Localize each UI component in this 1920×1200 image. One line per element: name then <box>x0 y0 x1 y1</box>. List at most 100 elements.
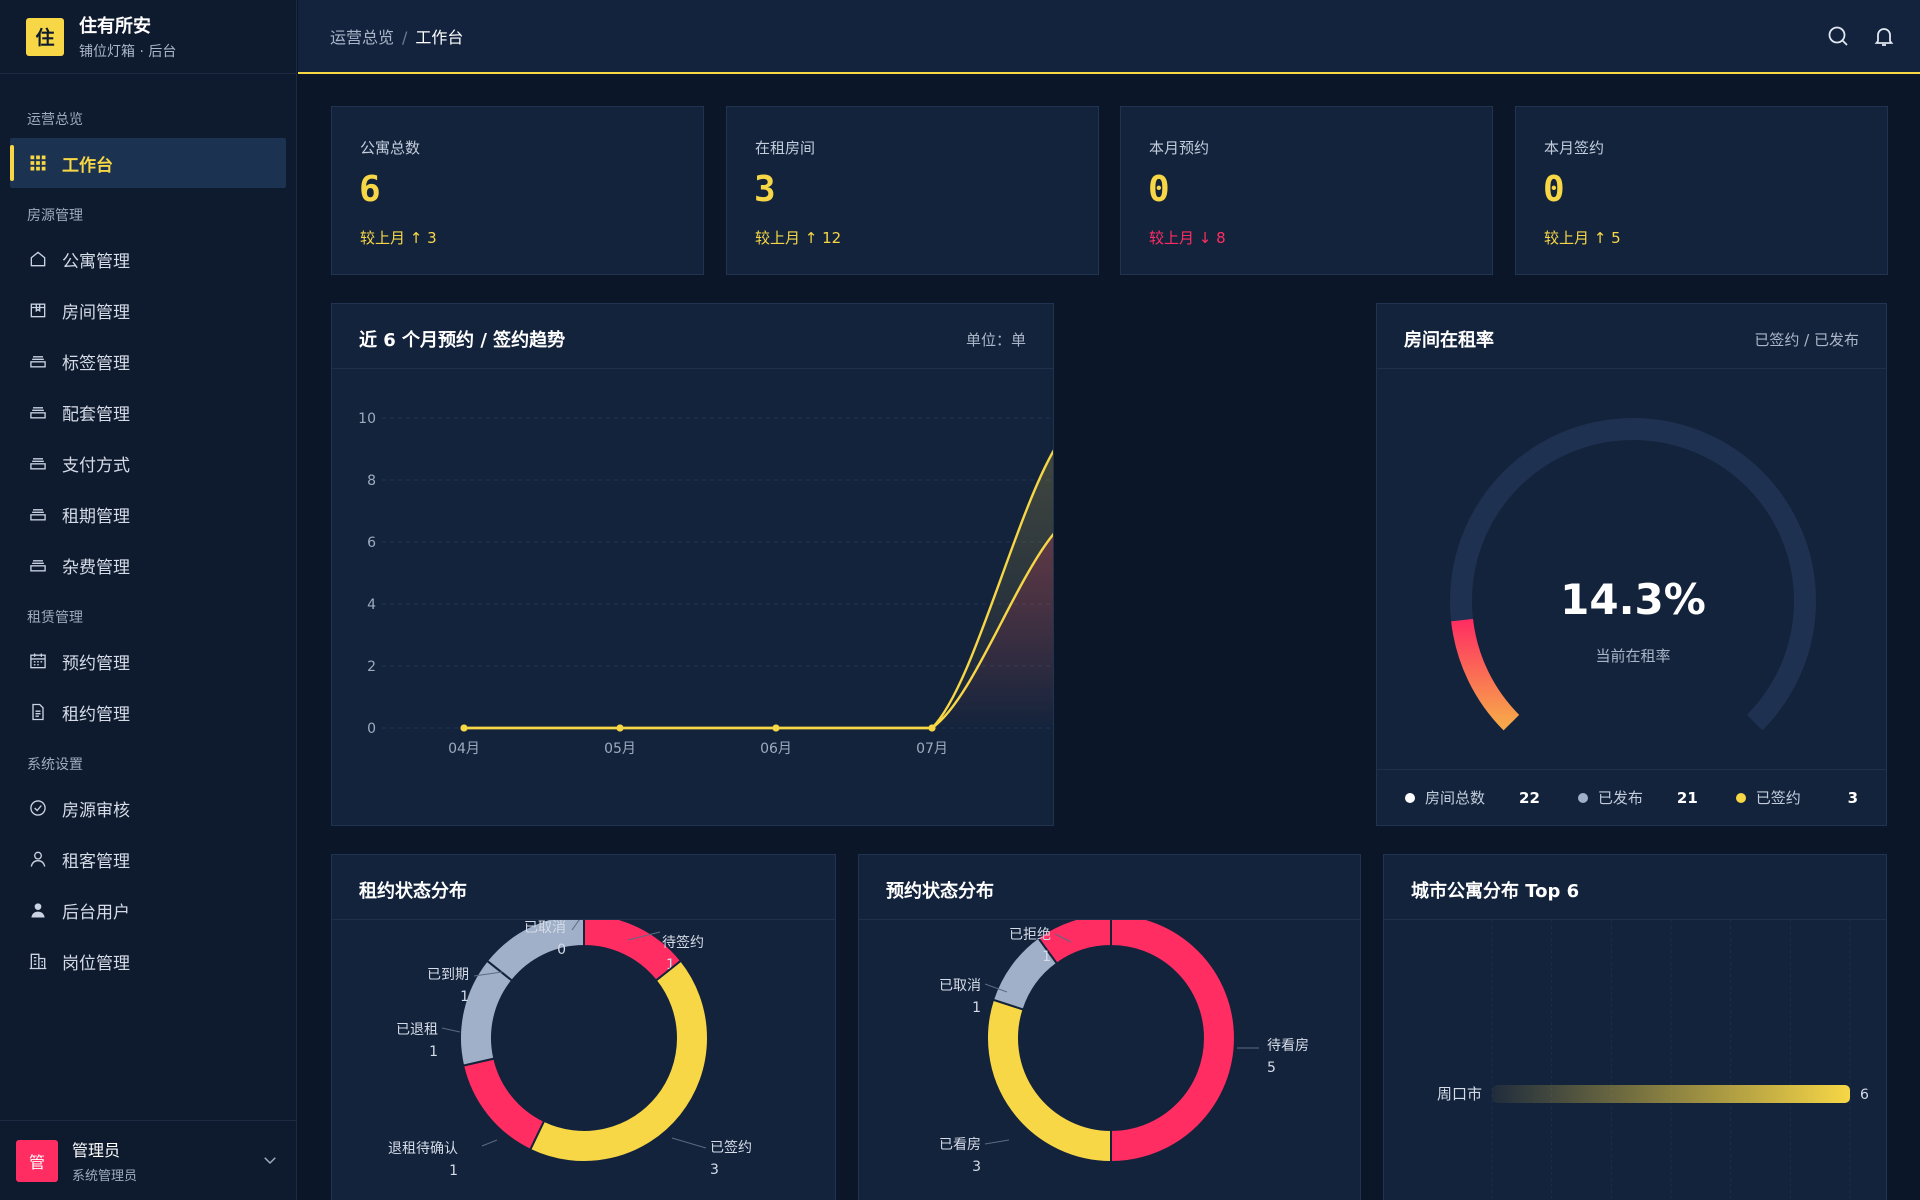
sidebar-item[interactable]: 房间管理 <box>10 285 286 335</box>
slice-value: 1 <box>460 989 469 1005</box>
legend-value: 22 <box>1519 788 1540 807</box>
y-tick-label: 8 <box>367 473 376 489</box>
city-bar-chart: 周口市 6 <box>1437 920 1869 1200</box>
leader-line <box>984 983 1008 993</box>
trend-chart-card: 近 6 个月预约 / 签约趋势 单位：单 0 2 4 6 8 10 04月 05月 06月 07月… <box>331 303 1054 826</box>
leader-line <box>473 971 503 977</box>
legend-dot <box>1577 792 1588 803</box>
home-icon <box>28 249 48 269</box>
chevron-down-icon[interactable] <box>261 1151 279 1169</box>
slice-label: 已拒绝 <box>1009 927 1051 943</box>
slice-label: 已签约 <box>710 1139 752 1156</box>
bar-category-label: 周口市 <box>1437 1085 1482 1103</box>
stat-trend: 较上月 ↓ 8 <box>1149 229 1226 247</box>
donut-slice <box>485 920 585 983</box>
package-icon <box>28 300 48 320</box>
slice-value: 1 <box>1042 949 1051 965</box>
stat-value: 3 <box>754 169 776 210</box>
sidebar-item[interactable]: 工作台 <box>10 138 286 188</box>
brand-subtitle: 铺位灯箱 · 后台 <box>79 44 177 60</box>
legend-entry: 房间总数 22 <box>1405 787 1578 808</box>
x-tick-label: 07月 <box>916 741 948 757</box>
brand-name: 住有所安 <box>79 16 151 37</box>
slice-label: 已看房 <box>939 1137 981 1153</box>
sidebar-item[interactable]: 预约管理 <box>10 636 286 686</box>
slice-value: 1 <box>972 1000 981 1016</box>
legend-entry: 已签约 3 <box>1735 787 1858 808</box>
top-header: 运营总览 / 工作台 <box>298 0 1920 74</box>
sidebar-item[interactable]: 支付方式 <box>10 438 286 488</box>
sidebar-item[interactable]: 租约管理 <box>10 687 286 737</box>
stat-label: 在租房间 <box>755 139 816 157</box>
lease-status-card: 租约状态分布 待签约 1 已签约 3 退租待确认 1 已退租 1 已到期 1 已取消 0 <box>331 854 836 1200</box>
tray-icon <box>28 402 48 422</box>
occupancy-gauge: 14.3% 当前在租率 <box>1450 418 1816 731</box>
gauge-caption: 当前在租率 <box>1595 647 1670 665</box>
sidebar-item-label: 房源审核 <box>62 800 130 821</box>
user-menu[interactable]: 管 管理员 系统管理员 <box>0 1120 297 1200</box>
slice-value: 0 <box>557 942 566 958</box>
breadcrumb-parent[interactable]: 运营总览 <box>330 28 395 47</box>
donut-slice <box>1110 920 1236 1164</box>
legend-label: 房间总数 <box>1425 789 1486 807</box>
breadcrumb-current: 工作台 <box>415 28 464 47</box>
calendar-icon <box>28 651 48 671</box>
sidebar-item-label: 岗位管理 <box>62 953 130 974</box>
stat-card: 本月签约 0 较上月 ↑ 5 <box>1515 106 1888 275</box>
bar-value-label: 6 <box>1860 1087 1869 1103</box>
y-tick-label: 6 <box>367 535 376 551</box>
sidebar-item[interactable]: 公寓管理 <box>10 234 286 284</box>
slice-value: 1 <box>666 957 675 973</box>
stat-label: 本月签约 <box>1544 139 1605 157</box>
occupancy-rate-card: 房间在租率 已签约 / 已发布 14.3% 当前在租率 房间总数 22 已发布 2… <box>1376 303 1887 826</box>
stat-value: 6 <box>359 169 381 210</box>
sidebar-item[interactable]: 配套管理 <box>10 387 286 437</box>
nav-group-label: 系统设置 <box>27 757 83 773</box>
leader-line <box>1054 933 1072 943</box>
stat-label: 公寓总数 <box>360 139 421 157</box>
sidebar-item[interactable]: 租客管理 <box>10 834 286 884</box>
slice-label: 已取消 <box>939 978 981 994</box>
series-area <box>464 452 1053 728</box>
slice-value: 3 <box>972 1159 981 1175</box>
user-name: 管理员 <box>72 1141 121 1160</box>
tray-icon <box>28 504 48 524</box>
booking-status-card: 预约状态分布 待看房 5 已看房 3 已取消 1 已拒绝 1 <box>858 854 1361 1200</box>
x-tick-label: 06月 <box>760 741 792 757</box>
sidebar-item[interactable]: 租期管理 <box>10 489 286 539</box>
document-icon <box>28 702 48 722</box>
grid-icon <box>28 153 48 173</box>
sidebar-item-label: 房间管理 <box>62 302 130 323</box>
donut-slice <box>986 998 1112 1164</box>
legend-label: 已签约 <box>1755 789 1801 807</box>
sidebar-item[interactable]: 后台用户 <box>10 885 286 935</box>
sidebar-item[interactable]: 岗位管理 <box>10 936 286 986</box>
bell-icon[interactable] <box>1872 24 1896 48</box>
sidebar-item-label: 工作台 <box>62 155 113 176</box>
sidebar-item-label: 标签管理 <box>62 353 130 374</box>
stat-card: 公寓总数 6 较上月 ↑ 3 <box>331 106 704 275</box>
sidebar-item-label: 杂费管理 <box>62 557 130 578</box>
sidebar-item[interactable]: 标签管理 <box>10 336 286 386</box>
building-icon <box>28 951 48 971</box>
search-icon[interactable] <box>1826 24 1850 48</box>
booking-status-title: 预约状态分布 <box>886 881 994 902</box>
sidebar-item[interactable]: 杂费管理 <box>10 540 286 590</box>
legend-dot <box>1405 792 1415 803</box>
x-tick-label: 05月 <box>604 741 636 757</box>
stat-trend: 较上月 ↑ 5 <box>1544 229 1621 247</box>
gauge-progress <box>1451 618 1520 731</box>
leader-line <box>984 1139 1010 1145</box>
user-icon <box>28 849 48 869</box>
donut-slice <box>528 959 709 1163</box>
stat-trend: 较上月 ↑ 3 <box>360 229 437 247</box>
x-tick-label: 04月 <box>448 741 480 757</box>
leader-line <box>671 1137 707 1149</box>
donut-slice <box>1036 920 1112 965</box>
brand[interactable]: 住 住有所安 铺位灯箱 · 后台 <box>0 0 296 74</box>
sidebar-item[interactable]: 房源审核 <box>10 783 286 833</box>
sidebar-item-label: 租客管理 <box>62 851 130 872</box>
lease-status-donut: 待签约 1 已签约 3 退租待确认 1 已退租 1 已到期 1 已取消 0 <box>388 920 752 1179</box>
y-tick-label: 10 <box>358 411 376 427</box>
stat-card: 本月预约 0 较上月 ↓ 8 <box>1120 106 1493 275</box>
